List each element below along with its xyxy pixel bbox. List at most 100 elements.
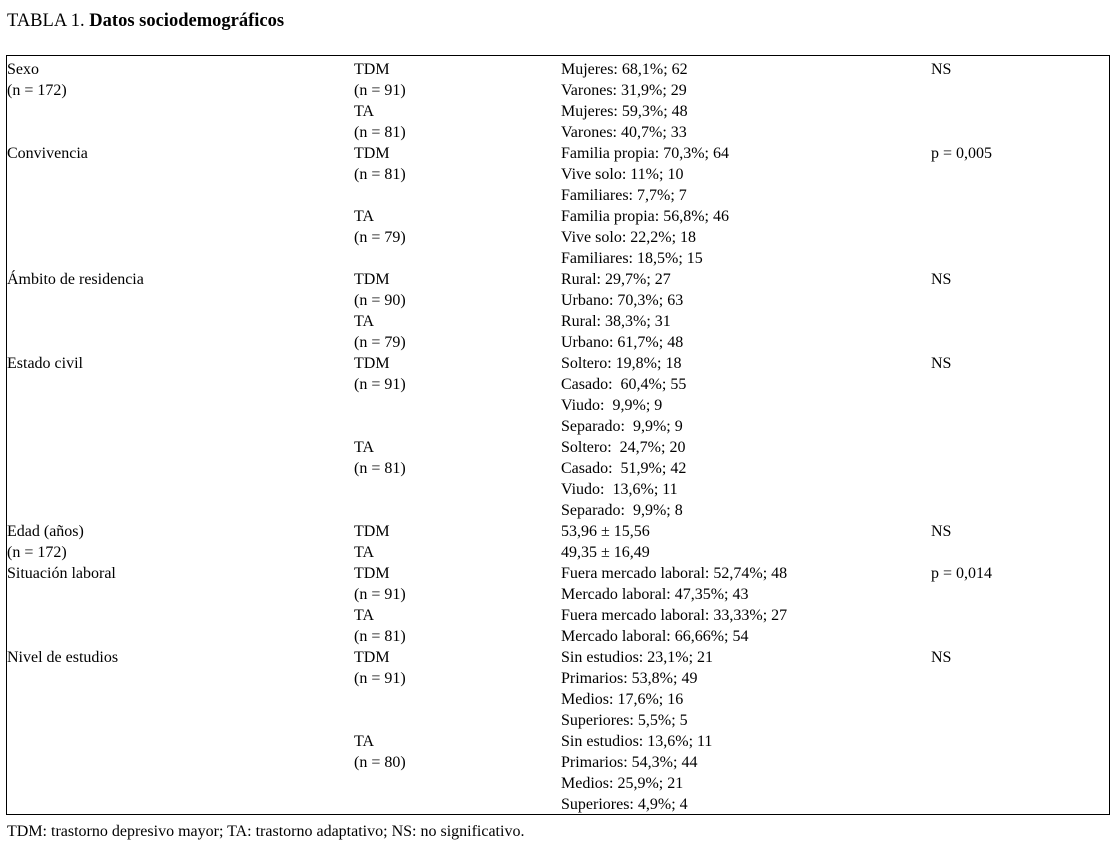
group-cell: TDM (n = 90) TA (n = 79) bbox=[354, 269, 561, 353]
cell-line: TDM bbox=[354, 649, 390, 666]
cell-line: Separado: 9,9%; 8 bbox=[561, 502, 683, 519]
cell-line: Varones: 40,7%; 33 bbox=[561, 124, 687, 141]
cell-line bbox=[354, 248, 561, 269]
group-cell: TDM (n = 91) TA (n = 80) bbox=[354, 647, 561, 815]
values-cell: Soltero: 19,8%; 18 Casado: 60,4%; 55 Viudo… bbox=[561, 353, 931, 521]
cell-line: Medios: 17,6%; 16 bbox=[561, 691, 684, 708]
cell-line: Casado: 51,9%; 42 bbox=[561, 460, 687, 477]
cell-line: Casado: 60,4%; 55 bbox=[561, 376, 687, 393]
cell-line: (n = 172) bbox=[7, 544, 67, 561]
cell-line: TA bbox=[354, 544, 375, 561]
cell-line: NS bbox=[931, 523, 952, 540]
cell-line: Mujeres: 68,1%; 62 bbox=[561, 61, 688, 78]
cell-line: (n = 90) bbox=[354, 292, 406, 309]
cell-line: Viudo: 9,9%; 9 bbox=[561, 397, 663, 414]
cell-line: TDM bbox=[354, 355, 390, 372]
cell-line: (n = 91) bbox=[354, 82, 406, 99]
cell-line: NS bbox=[931, 271, 952, 288]
cell-line: (n = 81) bbox=[354, 628, 406, 645]
significance-cell: NS bbox=[931, 269, 1109, 353]
cell-line: Varones: 31,9%; 29 bbox=[561, 82, 687, 99]
group-cell: TDM (n = 81) TA (n = 79) bbox=[354, 143, 561, 269]
cell-line: TDM bbox=[354, 61, 390, 78]
cell-line: TA bbox=[354, 103, 375, 120]
cell-line: Fuera mercado laboral: 33,33%; 27 bbox=[561, 607, 788, 624]
attribute-cell: Situación laboral bbox=[7, 563, 354, 647]
values-cell: Sin estudios: 23,1%; 21 Primarios: 53,8%;… bbox=[561, 647, 931, 815]
cell-line: Superiores: 4,9%; 4 bbox=[561, 796, 688, 813]
significance-cell: NS bbox=[931, 59, 1109, 143]
attribute-cell: Sexo (n = 172) bbox=[7, 59, 354, 143]
cell-line: (n = 81) bbox=[354, 460, 406, 477]
cell-line: Soltero: 19,8%; 18 bbox=[561, 355, 682, 372]
attribute-cell: Ámbito de residencia bbox=[7, 269, 354, 353]
cell-line: Estado civil bbox=[7, 355, 83, 372]
values-cell: Fuera mercado laboral: 52,74%; 48 Mercado… bbox=[561, 563, 931, 647]
cell-line: Vive solo: 22,2%; 18 bbox=[561, 229, 697, 246]
cell-line: Primarios: 53,8%; 49 bbox=[561, 670, 698, 687]
cell-line: Ámbito de residencia bbox=[7, 271, 144, 288]
table-row: Convivencia TDM (n = 81) TA (n = 79) Famili… bbox=[7, 143, 1109, 269]
table-row: Situación laboral TDM (n = 91) TA (n = 81) Fu… bbox=[7, 563, 1109, 647]
table-border-box: Sexo (n = 172) TDM (n = 91) TA (n = 81) Mujere… bbox=[6, 55, 1110, 815]
cell-line: (n = 172) bbox=[7, 82, 67, 99]
cell-line: Mercado laboral: 47,35%; 43 bbox=[561, 586, 749, 603]
significance-cell: NS bbox=[931, 353, 1109, 521]
table-row: Sexo (n = 172) TDM (n = 91) TA (n = 81) Mujere… bbox=[7, 59, 1109, 143]
table-footnote: TDM: trastorno depresivo mayor; TA: tras… bbox=[7, 823, 525, 840]
cell-line: (n = 91) bbox=[354, 586, 406, 603]
cell-line: Soltero: 24,7%; 20 bbox=[561, 439, 686, 456]
values-cell: 53,96 ± 15,56 49,35 ± 16,49 bbox=[561, 521, 931, 563]
cell-line: Mujeres: 59,3%; 48 bbox=[561, 103, 688, 120]
cell-line: Nivel de estudios bbox=[7, 649, 119, 666]
cell-line: Vive solo: 11%; 10 bbox=[561, 166, 684, 183]
cell-line: Urbano: 61,7%; 48 bbox=[561, 334, 684, 351]
cell-line: Rural: 38,3%; 31 bbox=[561, 313, 671, 330]
table-row: Ámbito de residencia TDM (n = 90) TA (n = 79… bbox=[7, 269, 1109, 353]
cell-line: NS bbox=[931, 649, 952, 666]
cell-line: p = 0,014 bbox=[931, 565, 993, 582]
cell-line: TDM bbox=[354, 271, 390, 288]
cell-line: Separado: 9,9%; 9 bbox=[561, 418, 683, 435]
cell-line bbox=[354, 773, 561, 794]
values-cell: Rural: 29,7%; 27 Urbano: 70,3%; 63 Rural: … bbox=[561, 269, 931, 353]
cell-line bbox=[354, 416, 561, 437]
group-cell: TDM (n = 91) TA (n = 81) bbox=[354, 563, 561, 647]
cell-line: Sin estudios: 13,6%; 11 bbox=[561, 733, 713, 750]
cell-line bbox=[354, 185, 561, 206]
cell-line: (n = 79) bbox=[354, 334, 406, 351]
cell-line: 53,96 ± 15,56 bbox=[561, 523, 650, 540]
cell-line: (n = 91) bbox=[354, 376, 406, 393]
table-title: TABLA 1. Datos sociodemográficos bbox=[7, 10, 284, 32]
group-cell: TDM (n = 91) TA (n = 81) bbox=[354, 59, 561, 143]
cell-line bbox=[354, 395, 561, 416]
cell-line: Primarios: 54,3%; 44 bbox=[561, 754, 698, 771]
significance-cell: p = 0,014 bbox=[931, 563, 1109, 647]
cell-line: NS bbox=[931, 355, 952, 372]
cell-line: Familia propia: 70,3%; 64 bbox=[561, 145, 729, 162]
group-cell: TDM TA bbox=[354, 521, 561, 563]
significance-cell: NS bbox=[931, 647, 1109, 815]
cell-line bbox=[354, 794, 561, 815]
cell-line: Sin estudios: 23,1%; 21 bbox=[561, 649, 714, 666]
cell-line: p = 0,005 bbox=[931, 145, 993, 162]
cell-line: Familiares: 18,5%; 15 bbox=[561, 250, 703, 267]
sociodemographic-table: Sexo (n = 172) TDM (n = 91) TA (n = 81) Mujere… bbox=[7, 59, 1109, 815]
table-row: Nivel de estudios TDM (n = 91) TA (n = 80) … bbox=[7, 647, 1109, 815]
table-body: Sexo (n = 172) TDM (n = 91) TA (n = 81) Mujere… bbox=[7, 59, 1109, 815]
cell-line: TDM bbox=[354, 565, 390, 582]
cell-line: TA bbox=[354, 439, 375, 456]
attribute-cell: Nivel de estudios bbox=[7, 647, 354, 815]
cell-line: Urbano: 70,3%; 63 bbox=[561, 292, 684, 309]
cell-line: (n = 79) bbox=[354, 229, 406, 246]
cell-line: TA bbox=[354, 733, 375, 750]
cell-line: TA bbox=[354, 313, 375, 330]
cell-line: Medios: 25,9%; 21 bbox=[561, 775, 684, 792]
cell-line: (n = 81) bbox=[354, 124, 406, 141]
cell-line: Edad (años) bbox=[7, 523, 84, 540]
cell-line bbox=[354, 689, 561, 710]
table-title-bold: Datos sociodemográficos bbox=[89, 11, 285, 31]
significance-cell: p = 0,005 bbox=[931, 143, 1109, 269]
cell-line bbox=[354, 710, 561, 731]
